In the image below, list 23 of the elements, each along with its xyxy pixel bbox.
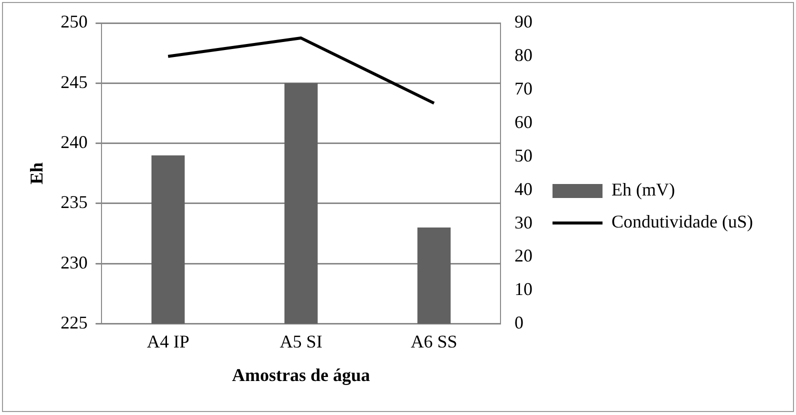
y-tick-label: 250 (60, 12, 88, 32)
legend-label: Eh (mV) (612, 180, 676, 200)
legend-label: Condutividade (uS) (612, 212, 754, 232)
y2-tick-label: 40 (514, 178, 533, 199)
y-tick-label: 230 (60, 252, 88, 272)
y2-tick-label: 70 (514, 78, 533, 99)
y2-tick-label: 10 (514, 279, 533, 300)
y2-tick-label: 60 (514, 112, 533, 132)
y2-tick-label: 20 (514, 246, 533, 266)
y2-tick-label: 0 (514, 312, 524, 333)
x-tick-label: A6 SS (410, 331, 458, 352)
x-tick-label: A4 IP (146, 331, 190, 352)
y-tick-label: 235 (60, 192, 88, 212)
y-axis-title: Eh (26, 162, 46, 184)
y-tick-label: 245 (60, 72, 88, 92)
y2-tick-label: 90 (514, 12, 533, 32)
y-tick-label: 225 (60, 312, 88, 333)
x-tick-label: A5 SI (280, 331, 322, 352)
y2-tick-label: 50 (514, 145, 533, 166)
y-tick-label: 240 (60, 132, 88, 152)
y2-tick-label: 80 (514, 45, 533, 66)
y2-tick-label: 30 (514, 212, 533, 232)
x-axis-title: Amostras de água (232, 364, 370, 385)
